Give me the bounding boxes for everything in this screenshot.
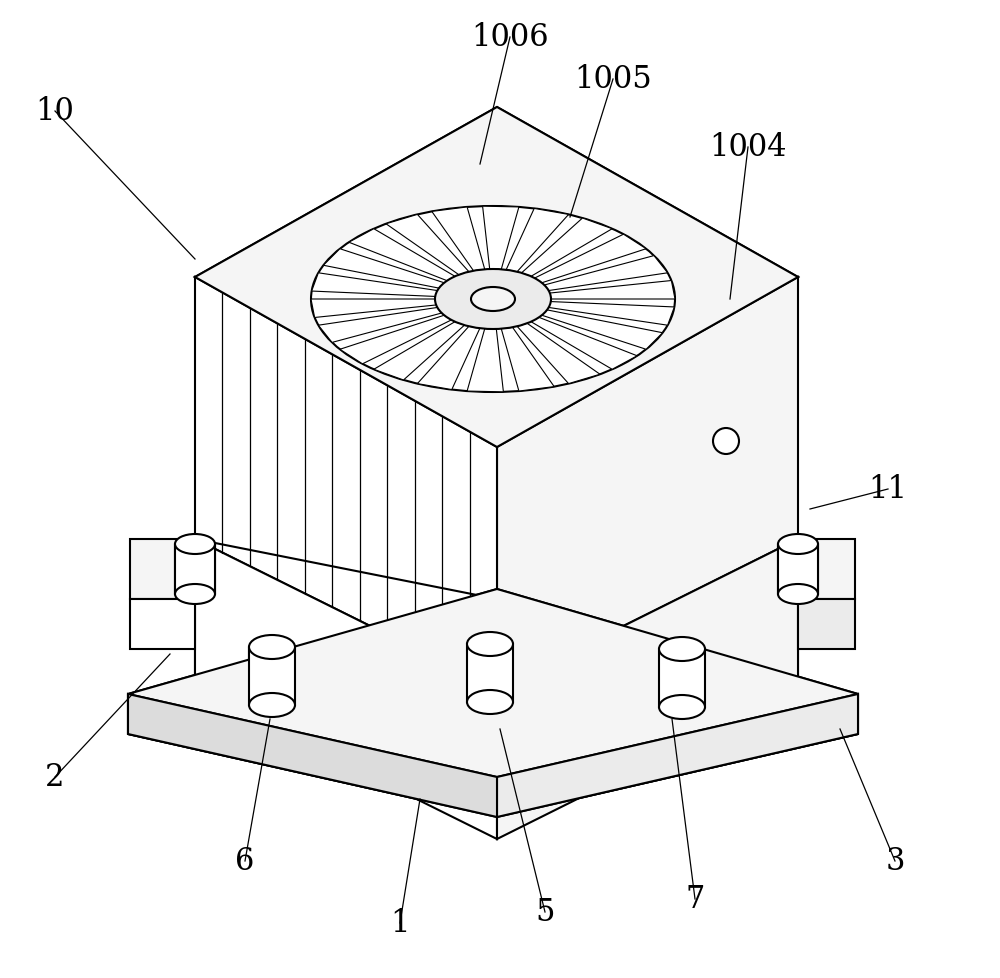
Polygon shape [483,207,519,270]
Polygon shape [175,545,215,595]
Polygon shape [340,316,451,365]
Polygon shape [549,302,674,326]
Polygon shape [417,327,480,390]
Polygon shape [497,694,858,818]
Polygon shape [501,328,554,391]
Polygon shape [550,282,675,299]
Polygon shape [128,590,858,778]
Polygon shape [130,600,195,649]
Polygon shape [544,256,668,291]
Polygon shape [195,108,798,448]
Polygon shape [340,316,451,365]
Ellipse shape [778,585,818,604]
Ellipse shape [435,270,551,330]
Text: 7: 7 [685,883,705,914]
Polygon shape [542,311,663,350]
Text: 1004: 1004 [709,132,787,163]
Polygon shape [374,323,464,380]
Text: 11: 11 [868,474,908,505]
Polygon shape [506,209,569,273]
Polygon shape [497,694,858,818]
Polygon shape [798,600,855,649]
Polygon shape [798,540,855,600]
Polygon shape [467,645,513,702]
Polygon shape [128,694,497,818]
Polygon shape [497,278,798,689]
Polygon shape [195,540,798,689]
Text: 10: 10 [36,97,74,127]
Polygon shape [318,308,442,343]
Ellipse shape [435,270,551,330]
Ellipse shape [659,638,705,661]
Polygon shape [483,207,519,270]
Polygon shape [417,327,480,390]
Polygon shape [323,249,444,289]
Polygon shape [522,219,612,277]
Ellipse shape [249,693,295,717]
Polygon shape [535,235,646,284]
Polygon shape [506,209,569,273]
Polygon shape [374,323,464,380]
Text: 6: 6 [235,846,255,876]
Polygon shape [467,330,503,392]
Text: 1005: 1005 [574,65,652,96]
Polygon shape [778,545,818,595]
Polygon shape [195,108,798,448]
Ellipse shape [471,288,515,312]
Ellipse shape [175,534,215,555]
Polygon shape [386,215,469,276]
Polygon shape [312,274,437,297]
Polygon shape [549,302,674,326]
Polygon shape [544,256,668,291]
Polygon shape [349,230,455,282]
Ellipse shape [175,585,215,604]
Text: 2: 2 [45,762,65,793]
Polygon shape [517,324,600,384]
Polygon shape [130,540,195,600]
Text: 5: 5 [535,897,555,927]
Polygon shape [497,540,798,839]
Polygon shape [501,328,554,391]
Polygon shape [318,308,442,343]
Ellipse shape [778,534,818,555]
Polygon shape [517,324,600,384]
Polygon shape [195,540,497,689]
Ellipse shape [249,636,295,659]
Polygon shape [312,274,437,297]
Text: 3: 3 [885,846,905,876]
Ellipse shape [659,695,705,719]
Polygon shape [249,647,295,705]
Polygon shape [550,282,675,299]
Polygon shape [323,249,444,289]
Polygon shape [311,299,436,318]
Ellipse shape [311,206,675,392]
Ellipse shape [467,690,513,714]
Text: 1006: 1006 [471,22,549,54]
Text: 1: 1 [390,908,410,939]
Polygon shape [195,278,497,689]
Ellipse shape [311,206,675,392]
Polygon shape [128,694,497,818]
Ellipse shape [713,428,739,455]
Polygon shape [659,649,705,707]
Polygon shape [535,235,646,284]
Ellipse shape [467,633,513,656]
Polygon shape [432,207,485,272]
Polygon shape [128,590,858,778]
Polygon shape [349,230,455,282]
Polygon shape [531,318,637,370]
Ellipse shape [471,288,515,312]
Polygon shape [542,311,663,350]
Polygon shape [195,540,497,839]
Polygon shape [432,207,485,272]
Polygon shape [531,318,637,370]
Polygon shape [467,330,503,392]
Polygon shape [386,215,469,276]
Polygon shape [522,219,612,277]
Polygon shape [311,299,436,318]
